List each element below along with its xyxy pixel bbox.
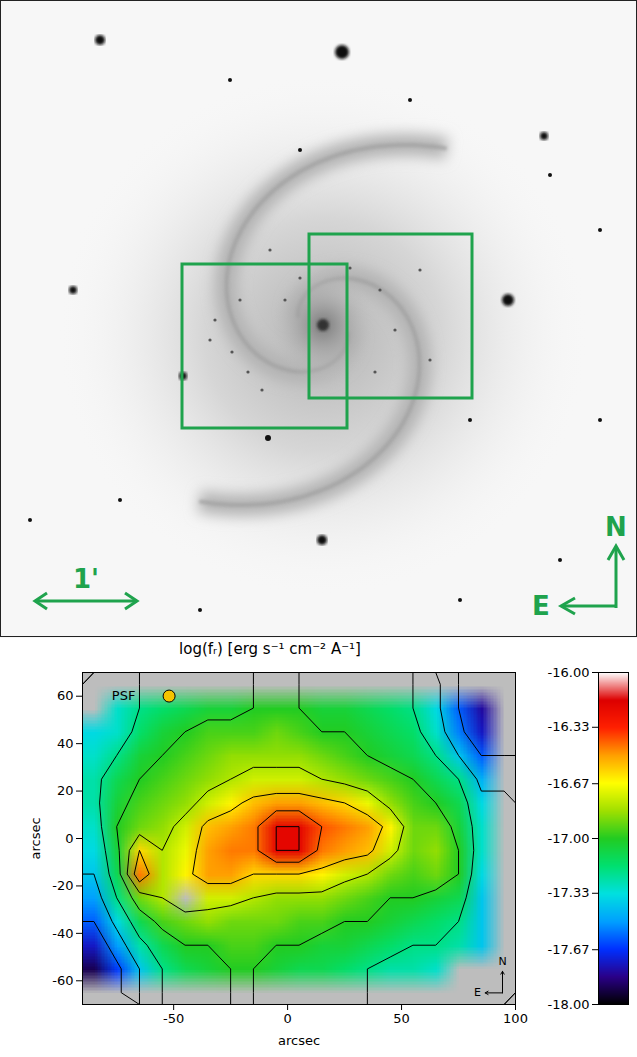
svg-text:-17.33: -17.33 [548, 885, 590, 900]
svg-text:60: 60 [57, 688, 74, 703]
svg-text:100: 100 [503, 1011, 528, 1026]
svg-text:-50: -50 [163, 1011, 184, 1026]
html-text:log(fᵣ) [erg s⁻¹ cm⁻² A⁻¹]: log(fᵣ) [erg s⁻¹ cm⁻² A⁻¹] [179, 640, 361, 658]
svg-text:-17.67: -17.67 [548, 942, 590, 957]
svg-text:-16.33: -16.33 [548, 719, 590, 734]
svg-text:20: 20 [57, 783, 74, 798]
svg-text:50: 50 [393, 1011, 410, 1026]
svg-text:N: N [498, 955, 506, 968]
svg-text:PSF: PSF [112, 688, 136, 703]
svg-text:-18.00: -18.00 [548, 997, 590, 1012]
svg-text:1': 1' [73, 564, 99, 594]
svg-text:E: E [532, 591, 550, 621]
svg-text:-20: -20 [52, 878, 73, 893]
svg-text:E: E [474, 986, 481, 999]
svg-text:arcsec: arcsec [278, 1033, 320, 1048]
svg-text:-60: -60 [52, 973, 73, 988]
svg-text:0: 0 [65, 831, 73, 846]
svg-text:-17.00: -17.00 [548, 831, 590, 846]
svg-text:N: N [605, 512, 627, 542]
svg-text:0: 0 [283, 1011, 291, 1026]
svg-text:40: 40 [57, 736, 74, 751]
svg-text:-40: -40 [52, 926, 73, 941]
svg-text:-16.67: -16.67 [548, 776, 590, 791]
svg-text:-16.00: -16.00 [548, 665, 590, 680]
svg-text:arcsec: arcsec [28, 817, 43, 859]
